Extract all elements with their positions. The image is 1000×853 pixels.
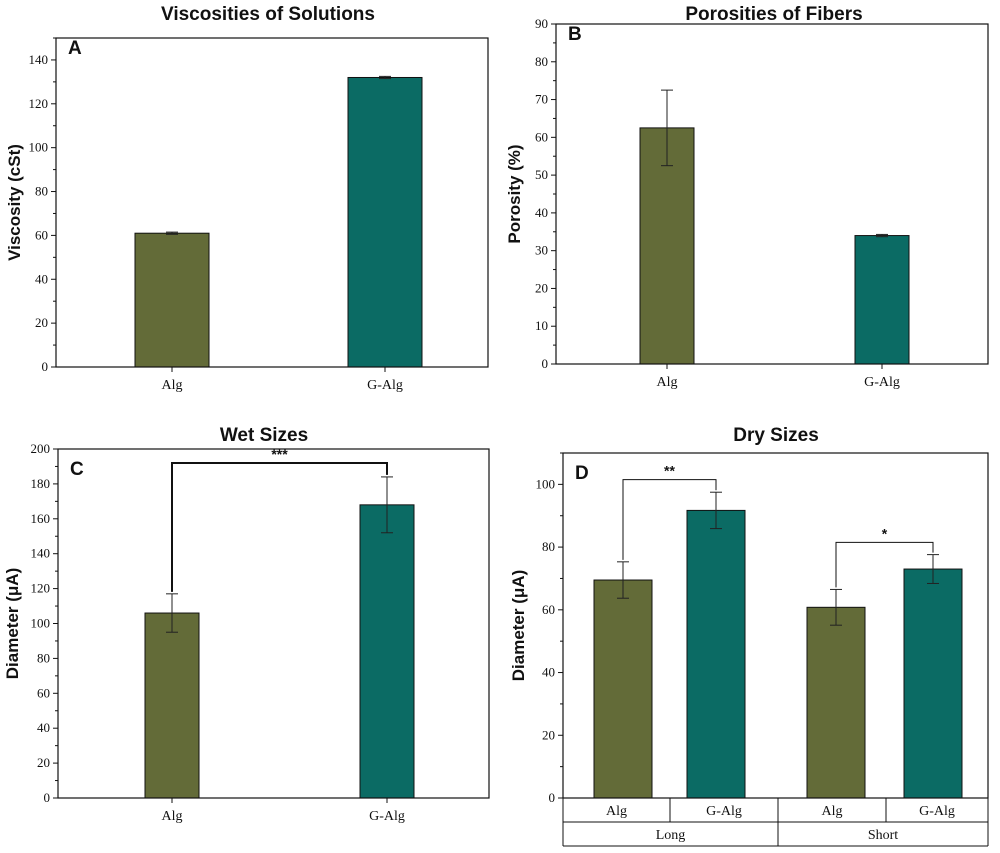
error-bar xyxy=(379,75,391,80)
significance-bracket xyxy=(622,479,717,560)
panel-d: Dry Sizes Diameter (μA) 0 20 40 60 80 100 Alg G-A… xyxy=(509,425,989,847)
y-tick-label: 40 xyxy=(542,665,555,680)
significance-label: * xyxy=(882,525,888,541)
bar-g-alg-1 xyxy=(854,235,910,365)
y-tick-label: 20 xyxy=(37,755,50,770)
y-tick-label: 20 xyxy=(542,727,555,742)
group-label: Long xyxy=(656,828,686,843)
error-bar xyxy=(927,554,939,584)
panel-c: Wet Sizes Diameter (μA) 0 20 40 60 80 100 120 140… xyxy=(3,425,490,824)
chart-title: Viscosities of Solutions xyxy=(161,4,375,25)
y-tick-label: 20 xyxy=(535,280,548,295)
panel-letter: C xyxy=(70,459,84,480)
error-bar xyxy=(381,476,393,534)
y-tick-label: 140 xyxy=(29,52,49,67)
error-bar xyxy=(166,593,178,633)
x-tick-label: G-Alg xyxy=(919,804,955,819)
y-tick-label: 40 xyxy=(37,720,50,735)
y-tick-label: 80 xyxy=(35,184,48,199)
y-tick-label: 70 xyxy=(535,92,548,107)
y-tick-label: 60 xyxy=(535,129,548,144)
bar-alg-0 xyxy=(593,579,653,799)
bar-alg-2 xyxy=(806,606,866,799)
plot-frame xyxy=(55,37,489,368)
y-tick-label: 0 xyxy=(42,359,49,374)
error-bar xyxy=(876,233,888,238)
chart-title: Dry Sizes xyxy=(733,425,819,446)
y-tick-label: 60 xyxy=(35,227,48,242)
x-tick-label: Alg xyxy=(822,804,843,819)
y-tick-label: 40 xyxy=(35,271,48,286)
chart-title: Wet Sizes xyxy=(220,425,308,446)
y-axis-label: Porosity (%) xyxy=(505,144,524,243)
bar-alg-0 xyxy=(639,127,695,365)
panel-letter: D xyxy=(575,463,589,484)
panel-b: Porosities of Fibers Porosity (%) 0 10 20 30 4… xyxy=(505,4,989,390)
y-axis-label: Diameter (μA) xyxy=(509,570,528,681)
y-tick-label: 80 xyxy=(542,539,555,554)
error-bar xyxy=(661,89,673,167)
plot-frame xyxy=(562,452,989,799)
x-tick-label: G-Alg xyxy=(864,375,900,390)
y-tick-label: 0 xyxy=(44,790,51,805)
x-tick-label: Alg xyxy=(606,804,627,819)
plot-frame xyxy=(555,23,989,365)
y-tick-label: 80 xyxy=(37,650,50,665)
x-tick-label: G-Alg xyxy=(367,378,403,393)
y-tick-label: 100 xyxy=(536,476,556,491)
bar-g-alg-1 xyxy=(686,509,746,799)
significance-label: ** xyxy=(664,463,675,479)
y-tick-label: 80 xyxy=(535,54,548,69)
x-tick-label: Alg xyxy=(162,809,183,824)
bar-alg-0 xyxy=(134,232,210,368)
x-tick-label: G-Alg xyxy=(369,809,405,824)
y-tick-label: 160 xyxy=(31,511,51,526)
y-tick-label: 200 xyxy=(31,441,51,456)
error-bar xyxy=(166,231,178,235)
x-tick-label: Alg xyxy=(162,378,183,393)
plot-frame xyxy=(57,448,490,799)
y-axis-label: Diameter (μA) xyxy=(3,568,22,679)
error-bar xyxy=(617,561,629,599)
significance-bracket xyxy=(171,461,388,592)
chart-title: Porosities of Fibers xyxy=(685,4,862,25)
y-tick-label: 30 xyxy=(535,243,548,258)
significance-bracket xyxy=(835,541,934,588)
x-tick-label: G-Alg xyxy=(706,804,742,819)
y-tick-label: 140 xyxy=(31,546,51,561)
panel-letter: B xyxy=(568,24,582,45)
y-tick-label: 100 xyxy=(29,140,49,155)
y-tick-label: 20 xyxy=(35,315,48,330)
y-tick-label: 90 xyxy=(535,16,548,31)
y-tick-label: 120 xyxy=(31,581,51,596)
y-tick-label: 50 xyxy=(535,167,548,182)
panel-a: Viscosities of Solutions Viscosity (cSt) 0… xyxy=(5,4,489,393)
y-tick-label: 10 xyxy=(535,318,548,333)
error-bar xyxy=(710,491,722,530)
y-tick-label: 60 xyxy=(542,602,555,617)
y-tick-label: 0 xyxy=(549,790,556,805)
y-tick-label: 100 xyxy=(31,616,51,631)
y-tick-label: 120 xyxy=(29,96,49,111)
significance-label: *** xyxy=(271,446,288,462)
y-tick-label: 180 xyxy=(31,476,51,491)
panel-letter: A xyxy=(68,38,82,59)
bar-alg-0 xyxy=(144,612,200,799)
category-table xyxy=(562,798,989,847)
error-bar xyxy=(830,588,842,626)
group-label: Short xyxy=(868,828,898,843)
bar-g-alg-3 xyxy=(903,568,963,799)
y-axis-label: Viscosity (cSt) xyxy=(5,144,24,261)
bar-g-alg-1 xyxy=(359,504,415,799)
x-tick-label: Alg xyxy=(657,375,678,390)
y-tick-label: 40 xyxy=(535,205,548,220)
y-tick-label: 60 xyxy=(37,685,50,700)
bar-g-alg-1 xyxy=(347,76,423,368)
y-tick-label: 0 xyxy=(542,356,549,371)
